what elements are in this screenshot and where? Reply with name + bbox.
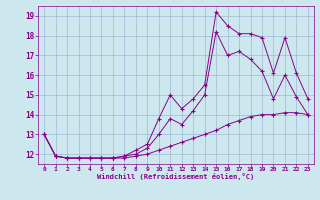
X-axis label: Windchill (Refroidissement éolien,°C): Windchill (Refroidissement éolien,°C) (97, 173, 255, 180)
